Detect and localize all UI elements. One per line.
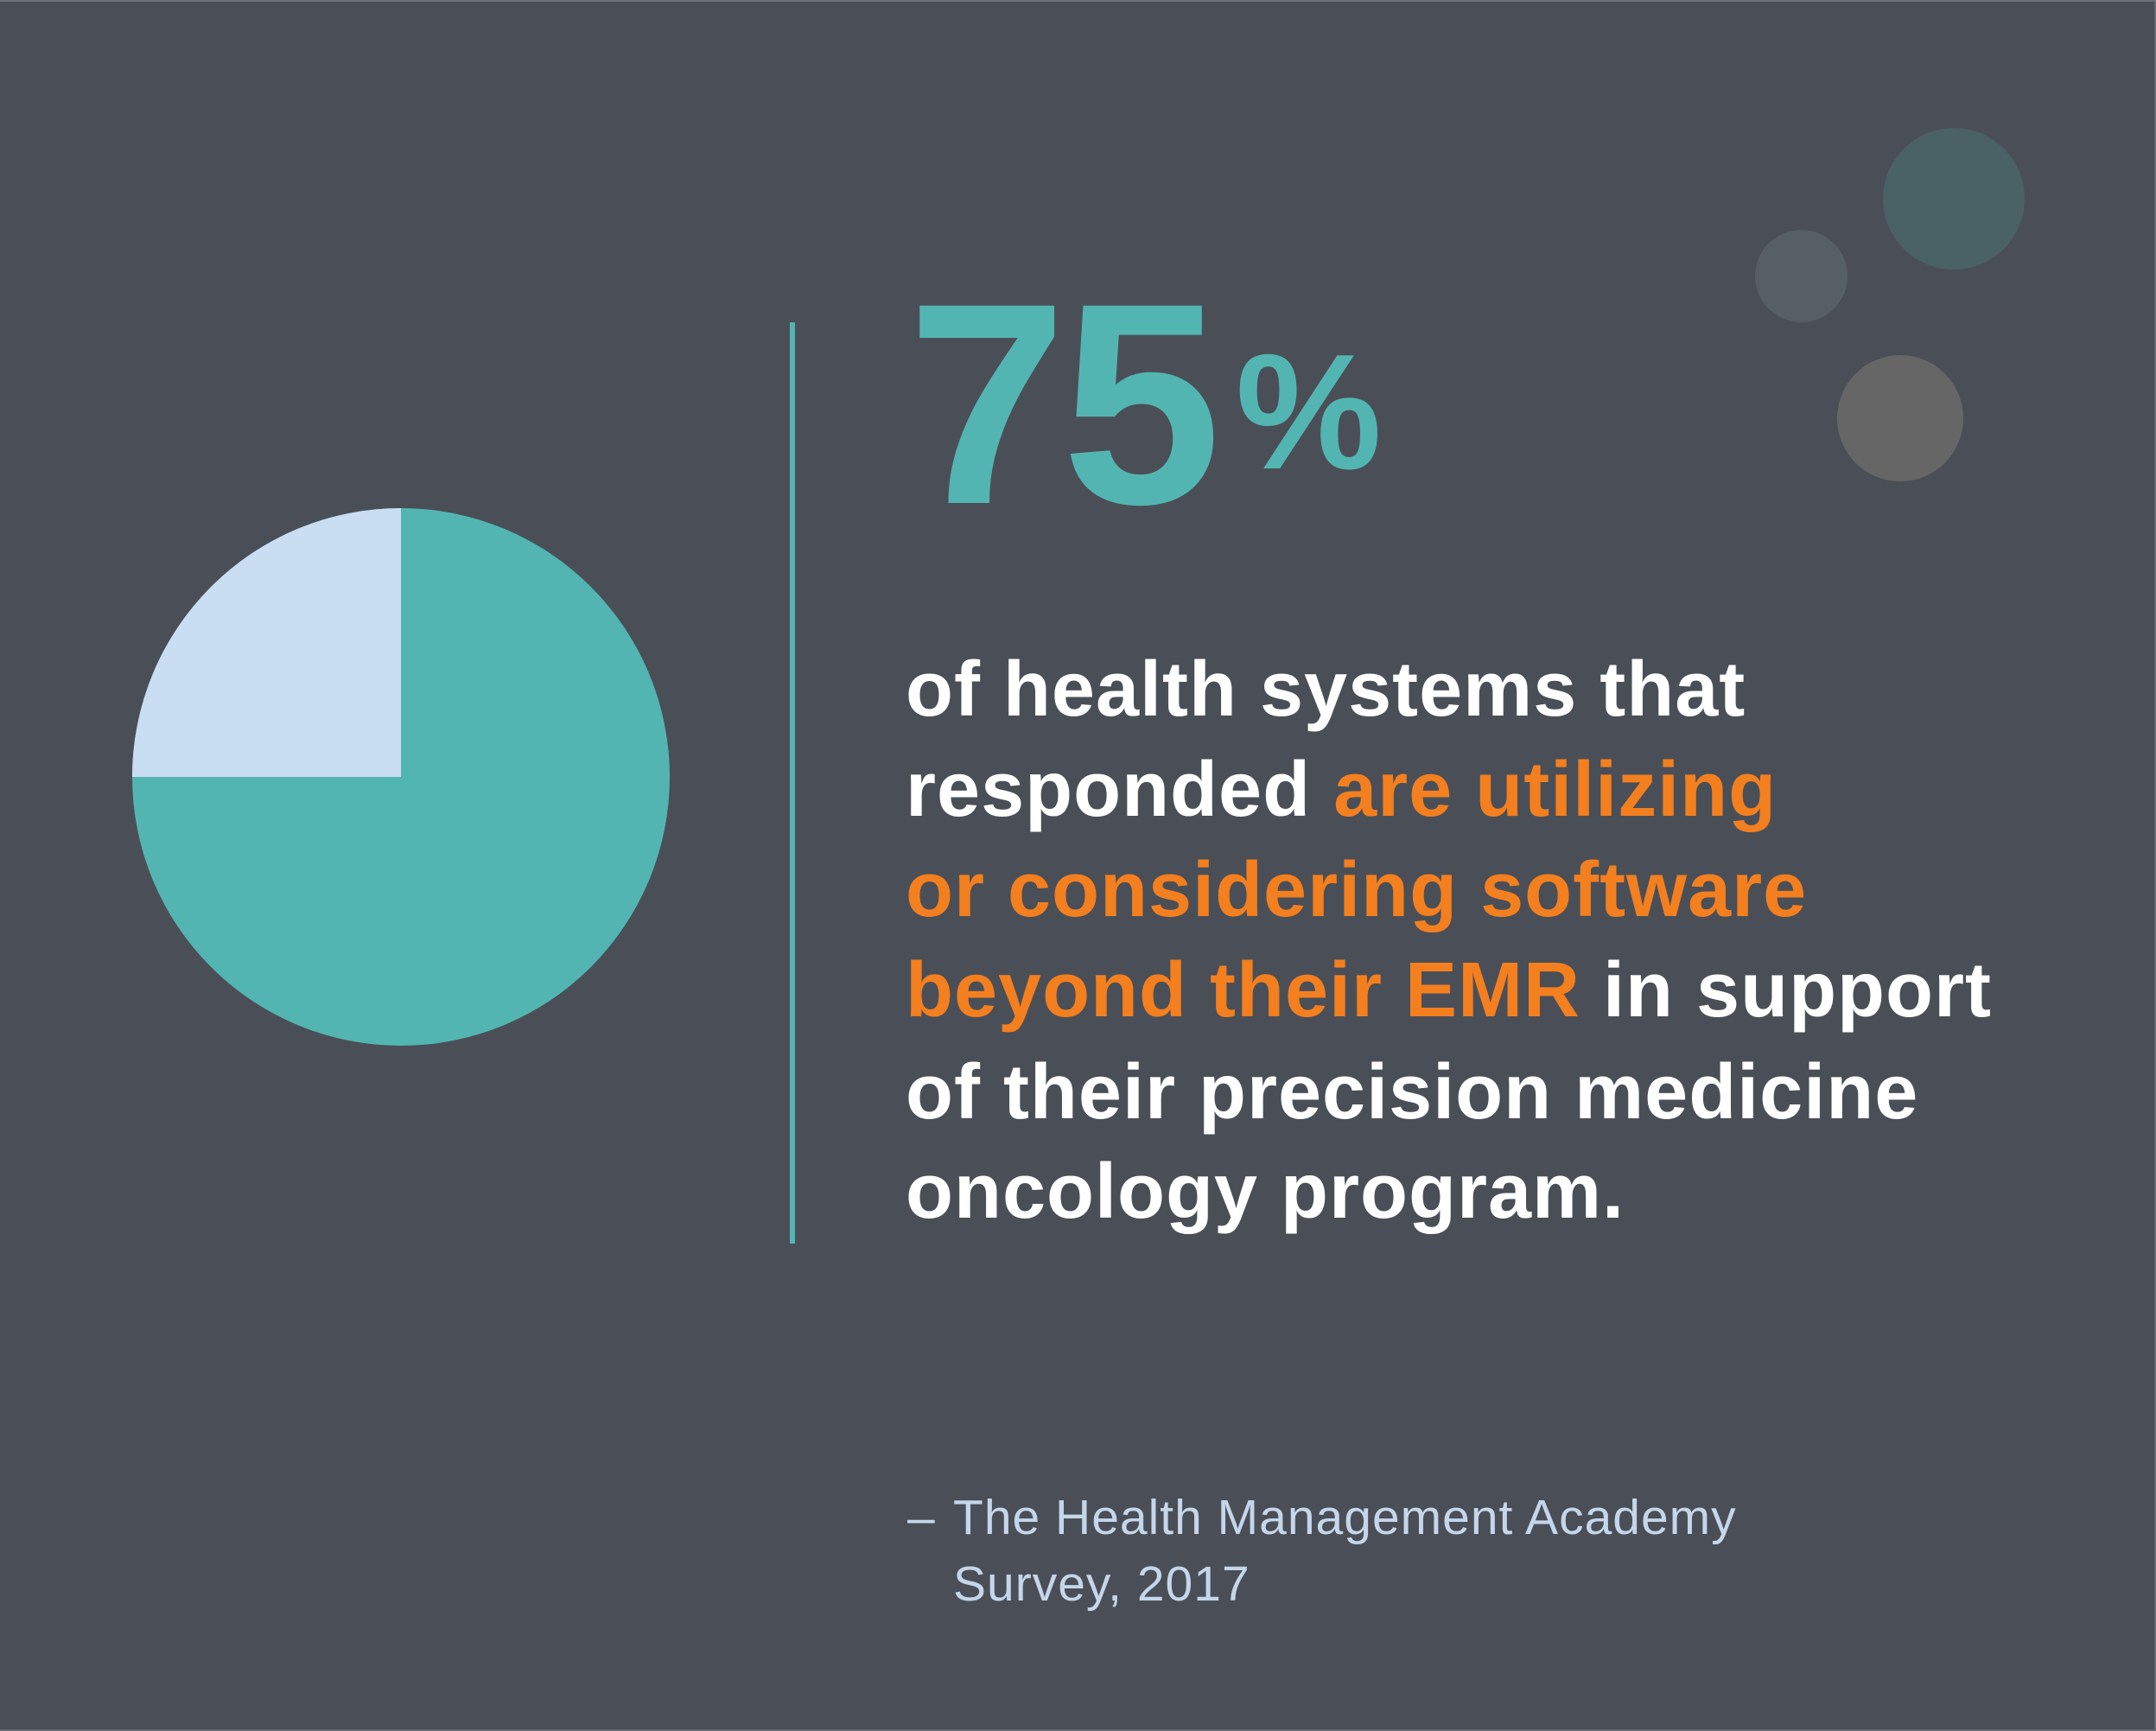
citation-source: The Health Management Academy	[953, 1490, 1737, 1545]
statement-line-4: beyond their EMR in support	[906, 947, 1992, 1034]
teal-dot-decoration	[1883, 128, 2025, 270]
statement-highlight: or considering software	[906, 847, 1808, 933]
statement-text: of their precision medicine	[906, 1049, 1919, 1136]
vertical-divider	[790, 322, 795, 1244]
statement-line-5: of their precision medicine	[906, 1049, 1918, 1136]
citation-line-2: Survey, 2017	[907, 1554, 1858, 1614]
statement-text: in support	[1580, 947, 1992, 1034]
statement-highlight: beyond their EMR	[906, 947, 1581, 1034]
headline-percent: %	[1236, 321, 1382, 504]
slate-dot-decoration	[1755, 230, 1848, 322]
statement-line-1: of health systems that	[906, 646, 1746, 733]
citation-line-1: – The Health Management Academy	[907, 1487, 1858, 1548]
statement-text: responded	[906, 747, 1334, 833]
gray-dot-decoration	[1837, 355, 1963, 481]
citation-dash: –	[907, 1490, 936, 1545]
statement-text: oncology program.	[906, 1149, 1625, 1235]
statement-line-2: responded are utilizing	[906, 747, 1777, 833]
statement-line-3: or considering software	[906, 847, 1807, 933]
statement-highlight: are utilizing	[1333, 747, 1778, 833]
statement-line-6: oncology program.	[906, 1149, 1625, 1235]
statement-text: of health systems that	[906, 646, 1746, 733]
pie-slice-25	[132, 508, 401, 777]
citation-date: Survey, 2017	[953, 1556, 1250, 1612]
pie-chart	[132, 508, 670, 1046]
headline-value: 75	[907, 244, 1221, 564]
